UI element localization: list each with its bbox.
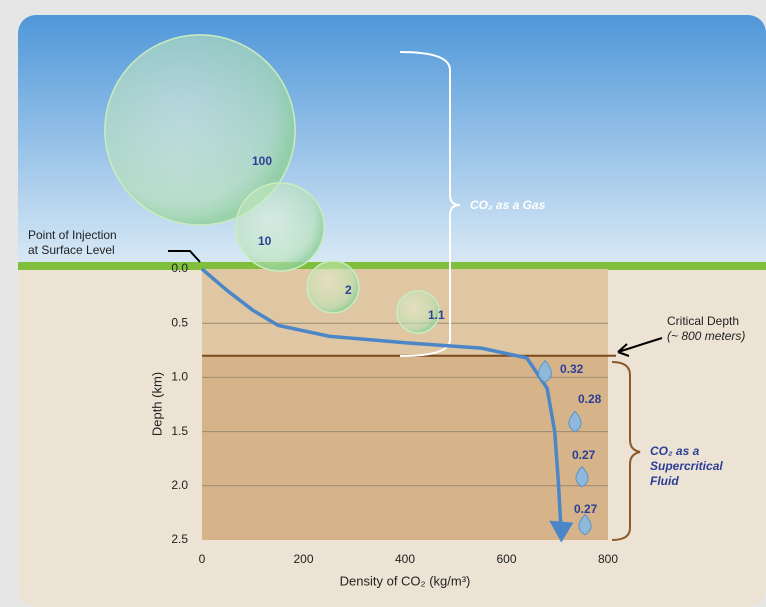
fluid-volume-label: 0.28: [578, 392, 602, 406]
gas-volume-label: 100: [252, 154, 272, 168]
x-tick-label: 200: [293, 552, 313, 566]
density-curve: [200, 267, 564, 535]
y-tick-label: 1.0: [171, 370, 188, 384]
y-tick-label: 0.0: [171, 261, 188, 275]
injection-label: at Surface Level: [28, 243, 115, 257]
critical-arrow: [617, 337, 663, 357]
fluid-volume-label: 0.27: [572, 448, 596, 462]
fluid-bracket: [611, 361, 641, 541]
curve-arrowhead: [549, 520, 574, 543]
gas-volume-label: 1.1: [428, 308, 445, 322]
fluid-droplet: [538, 359, 552, 383]
fluid-label: Supercritical: [650, 459, 723, 473]
critical-label: Critical Depth: [667, 314, 739, 328]
plot: [202, 322, 616, 540]
fluid-volume-label: 0.32: [560, 362, 584, 376]
y-tick-label: 0.5: [171, 315, 188, 329]
gas-bubble: [104, 34, 296, 226]
gas-bubble: [235, 182, 325, 272]
y-tick-label: 1.5: [171, 424, 188, 438]
x-tick-label: 600: [496, 552, 516, 566]
supercritical-zone: [202, 355, 608, 540]
gas-bubble: [396, 290, 440, 334]
fluid-volume-label: 0.27: [574, 502, 598, 516]
gas-volume-label: 10: [258, 234, 272, 248]
x-tick-label: 800: [598, 552, 618, 566]
y-tick-label: 2.5: [171, 532, 188, 546]
injection-label: Point of Injection: [28, 228, 117, 242]
gas-label: CO₂ as a Gas: [470, 198, 546, 212]
injection-arrow: [168, 250, 201, 263]
y-axis-label: Depth (km): [149, 372, 164, 436]
gas-bubble: [306, 260, 360, 314]
fluid-label: Fluid: [650, 474, 679, 488]
gas-volume-label: 2: [345, 283, 352, 297]
x-axis-label: Density of CO₂ (kg/m³): [340, 573, 471, 588]
y-tick-label: 2.0: [171, 478, 188, 492]
critical-label: (~ 800 meters): [667, 329, 745, 343]
fluid-droplet: [578, 513, 592, 536]
fluid-label: CO₂ as a: [650, 444, 700, 458]
x-tick-label: 0: [199, 552, 206, 566]
fluid-droplet: [575, 465, 589, 488]
fluid-droplet: [568, 410, 582, 433]
x-tick-label: 400: [395, 552, 415, 566]
